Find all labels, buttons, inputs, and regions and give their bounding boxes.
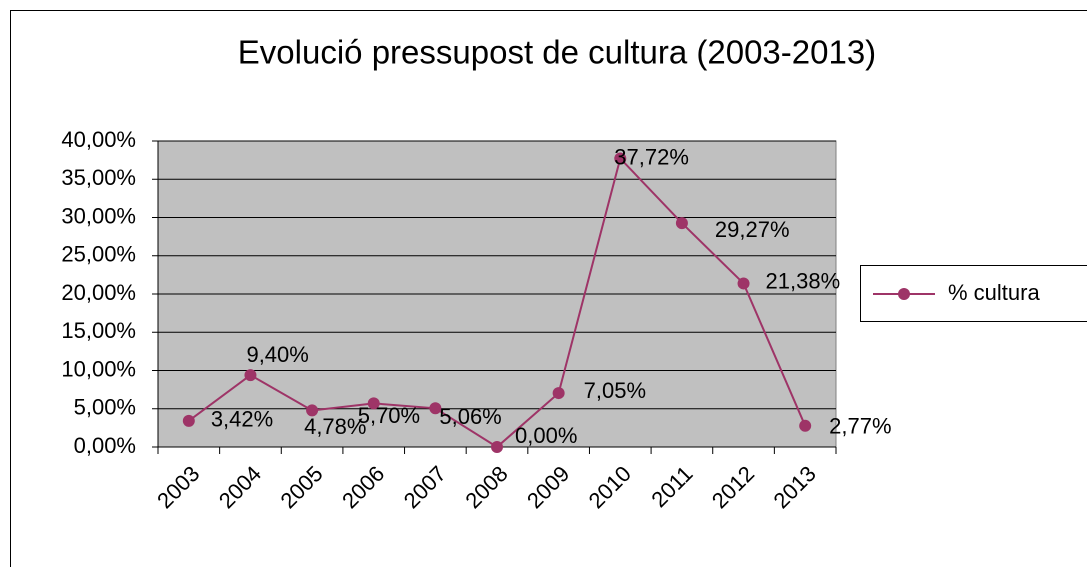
data-point — [244, 369, 257, 382]
data-point — [429, 402, 442, 415]
y-tick-label: 5,00% — [74, 395, 136, 420]
data-label: 37,72% — [614, 144, 689, 169]
data-label: 9,40% — [246, 342, 308, 367]
y-tick-label: 15,00% — [61, 318, 136, 343]
data-point — [799, 419, 812, 432]
y-tick-label: 35,00% — [61, 165, 136, 190]
data-label: 5,70% — [358, 403, 420, 428]
y-tick-label: 25,00% — [61, 242, 136, 267]
data-point — [552, 387, 565, 400]
data-label: 2,77% — [829, 414, 891, 439]
data-point — [675, 217, 688, 230]
data-point — [737, 277, 750, 290]
y-tick-label: 0,00% — [74, 433, 136, 458]
chart-title: Evolució pressupost de cultura (2003-201… — [238, 34, 876, 71]
legend-marker — [898, 288, 910, 300]
y-tick-label: 10,00% — [61, 356, 136, 381]
data-label: 7,05% — [584, 378, 646, 403]
legend-label: % cultura — [948, 280, 1040, 305]
data-label: 3,42% — [211, 407, 273, 432]
y-tick-label: 30,00% — [61, 203, 136, 228]
data-point — [367, 397, 380, 410]
data-point — [491, 441, 503, 453]
data-label: 29,27% — [715, 217, 790, 242]
data-label: 0,00% — [515, 423, 577, 448]
y-tick-label: 40,00% — [61, 127, 136, 152]
data-label: 5,06% — [439, 404, 501, 429]
data-label: 21,38% — [766, 268, 841, 293]
data-point — [182, 414, 195, 427]
data-point — [306, 404, 319, 417]
data-point — [614, 152, 627, 165]
y-tick-label: 20,00% — [61, 280, 136, 305]
data-label: 4,78% — [304, 414, 366, 439]
